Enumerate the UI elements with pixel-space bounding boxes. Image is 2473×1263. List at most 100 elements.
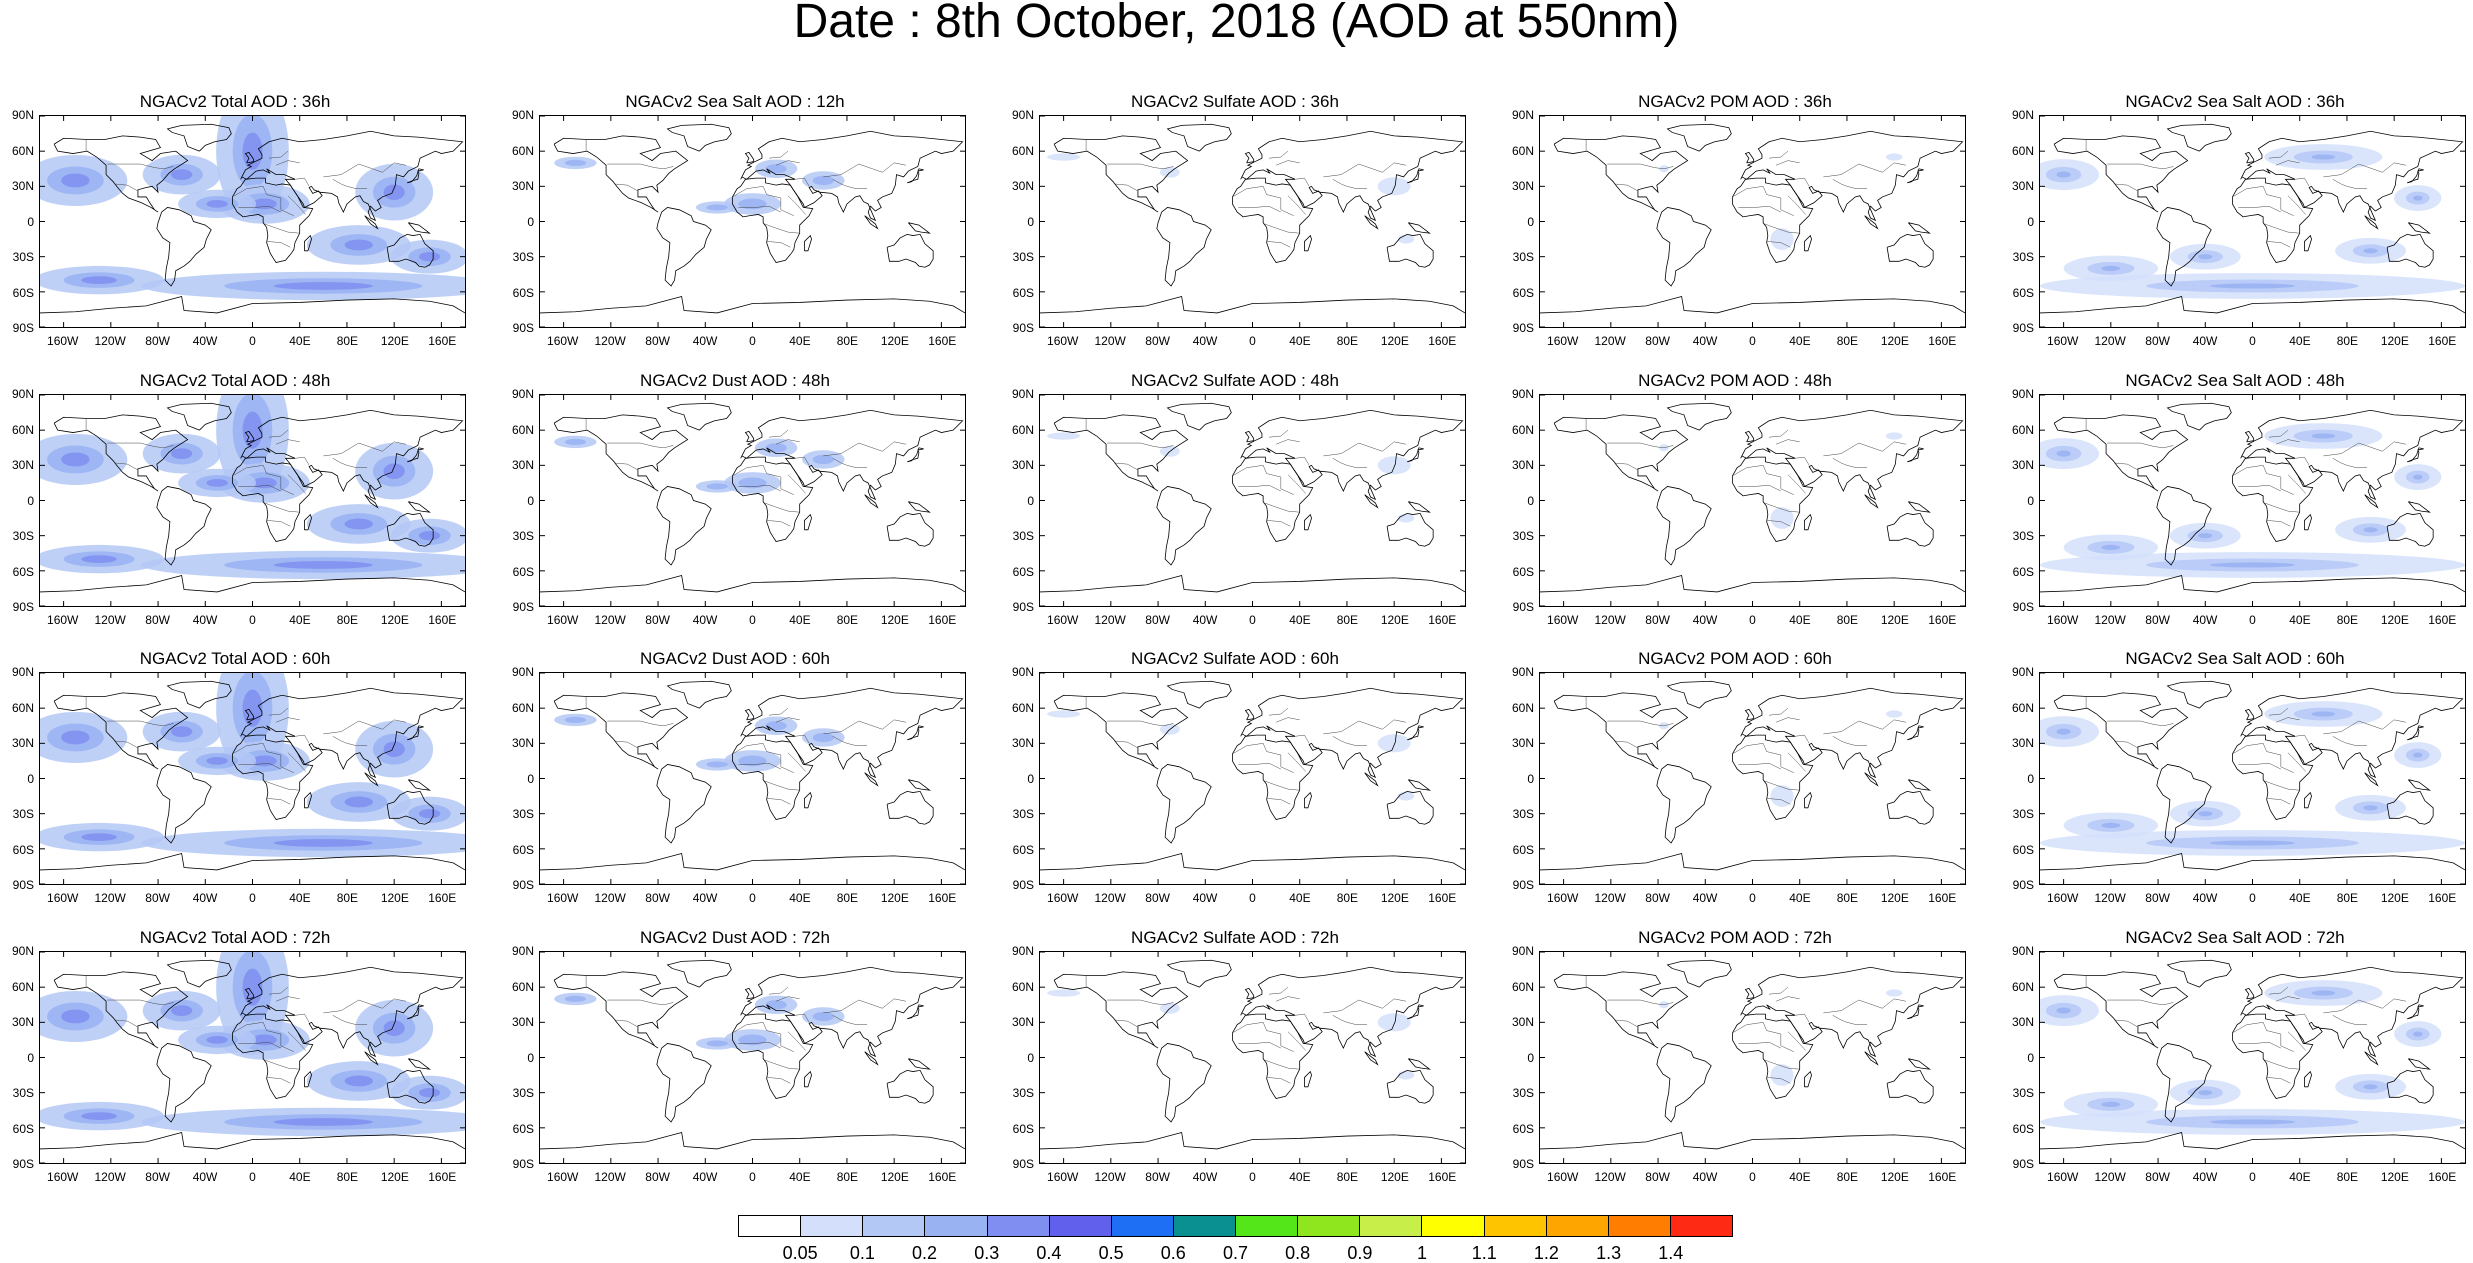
country-border: [1738, 1041, 1781, 1049]
coastline: [864, 494, 879, 509]
coastline: [886, 512, 934, 547]
map-panel: NGACv2 Sulfate AOD : 60h 90N 60N 30N 0 30S 60S…: [1000, 649, 1470, 919]
lon-tick-label: 160W: [2047, 1170, 2079, 1184]
country-border: [107, 163, 174, 170]
aod-shading: [418, 531, 441, 541]
aod-shading: [383, 741, 405, 757]
world-map: [1540, 395, 1965, 606]
lon-tick-label: 0: [2249, 613, 2256, 627]
country-border: [1787, 474, 1806, 494]
coastline: [304, 1070, 312, 1088]
coastline: [1666, 959, 1732, 988]
lat-tick-label: 60S: [512, 285, 534, 300]
lon-tick-label: 40E: [2289, 891, 2311, 905]
coastline: [2244, 987, 2255, 1000]
country-border: [1614, 183, 1639, 192]
country-border: [787, 752, 806, 772]
coastline: [1553, 692, 1689, 770]
coastline: [408, 779, 431, 791]
coastline: [540, 295, 965, 314]
coastline: [1907, 447, 1924, 463]
country-border: [1264, 223, 1300, 234]
aod-shading: [2363, 527, 2378, 533]
lon-tick-label: 120W: [594, 1170, 626, 1184]
country-border: [775, 717, 800, 723]
country-border: [787, 474, 806, 494]
lon-tick-label: 120W: [2094, 334, 2126, 348]
lat-tick-label: 30N: [2011, 1015, 2034, 1029]
coastline: [2304, 1070, 2312, 1088]
country-border: [1614, 740, 1639, 749]
aod-shading: [564, 995, 587, 1002]
lat-tick-label: 60N: [1011, 700, 1034, 715]
coastline: [1886, 512, 1934, 547]
country-border: [1823, 441, 1907, 457]
lon-tick-label: 40W: [1692, 891, 1718, 905]
coastline: [804, 791, 812, 809]
lat-tick-label: 30N: [1511, 736, 1534, 750]
colorbar-swatch: [987, 1216, 1050, 1236]
country-border: [1266, 798, 1291, 805]
map-panel: NGACv2 POM AOD : 72h 90N 60N 30N 0 30S 60S 90S 1…: [1500, 928, 1970, 1198]
lat-tick-label: 30S: [2012, 1086, 2034, 1100]
coastline: [1907, 725, 1924, 741]
aod-shading: [1885, 432, 1903, 440]
panel-title: NGACv2 Sulfate AOD : 72h: [1131, 928, 1339, 947]
lon-tick-label: 40W: [692, 1170, 718, 1184]
lon-tick-label: 120E: [1880, 1170, 1909, 1184]
lon-tick-label: 40W: [2192, 891, 2218, 905]
coastline: [2040, 1131, 2465, 1150]
map-plot-area: [2039, 672, 2466, 885]
lon-tick-label: 80W: [1645, 334, 1670, 348]
lon-tick-label: 120W: [594, 334, 626, 348]
lat-tick-label: 0: [527, 771, 534, 786]
aod-shading: [2210, 1119, 2295, 1125]
coastline: [666, 959, 732, 988]
panel-title: NGACv2 Total AOD : 60h: [139, 649, 331, 668]
aod-shading: [251, 198, 277, 210]
coastline: [1040, 852, 1465, 871]
lon-tick-label: 40W: [1692, 1170, 1718, 1184]
lat-tick-label: 0: [1027, 1050, 1034, 1065]
coastline: [908, 222, 931, 234]
coastline: [1053, 971, 1189, 1049]
country-border: [1732, 465, 1794, 495]
colorbar-label: 1.2: [1533, 1243, 1559, 1263]
coastline: [40, 574, 465, 593]
lon-tick-label: 40E: [289, 613, 311, 627]
lon-tick-label: 80W: [645, 891, 670, 905]
lon-tick-label: 120E: [380, 891, 409, 905]
lon-tick-label: 40W: [1692, 613, 1718, 627]
lon-tick-label: 0: [249, 334, 256, 348]
country-border: [287, 752, 306, 772]
lat-tick-label: 0: [1527, 771, 1534, 786]
coastline: [1656, 207, 1712, 287]
lat-tick-label: 90N: [1011, 108, 1034, 122]
lon-tick-label: 80W: [145, 613, 170, 627]
country-border: [2332, 1015, 2368, 1025]
lat-tick-label: 60N: [1011, 422, 1034, 437]
aod-shading: [344, 1075, 373, 1087]
lon-tick-label: 160E: [1428, 334, 1457, 348]
lon-tick-label: 80E: [336, 1170, 359, 1184]
aod-shading: [812, 175, 834, 186]
panel-title: NGACv2 Sea Salt AOD : 36h: [2125, 92, 2345, 111]
coastline: [40, 852, 465, 871]
coastline: [1744, 708, 1755, 721]
lat-tick-label: 90N: [11, 944, 34, 958]
map-plot-area: [1539, 394, 1966, 607]
country-border: [1766, 1077, 1791, 1084]
coastline: [244, 708, 255, 721]
coastline: [364, 494, 379, 509]
country-border: [607, 442, 674, 449]
lat-tick-label: 90S: [1512, 878, 1534, 892]
country-border: [1607, 442, 1674, 449]
lon-tick-label: 120E: [1880, 613, 1909, 627]
country-border: [268, 150, 289, 159]
aod-shading: [738, 1034, 767, 1046]
country-border: [1323, 998, 1407, 1014]
coastline: [2304, 513, 2312, 531]
aod-shading: [206, 479, 228, 487]
coastline: [540, 574, 965, 593]
country-border: [2114, 183, 2139, 192]
